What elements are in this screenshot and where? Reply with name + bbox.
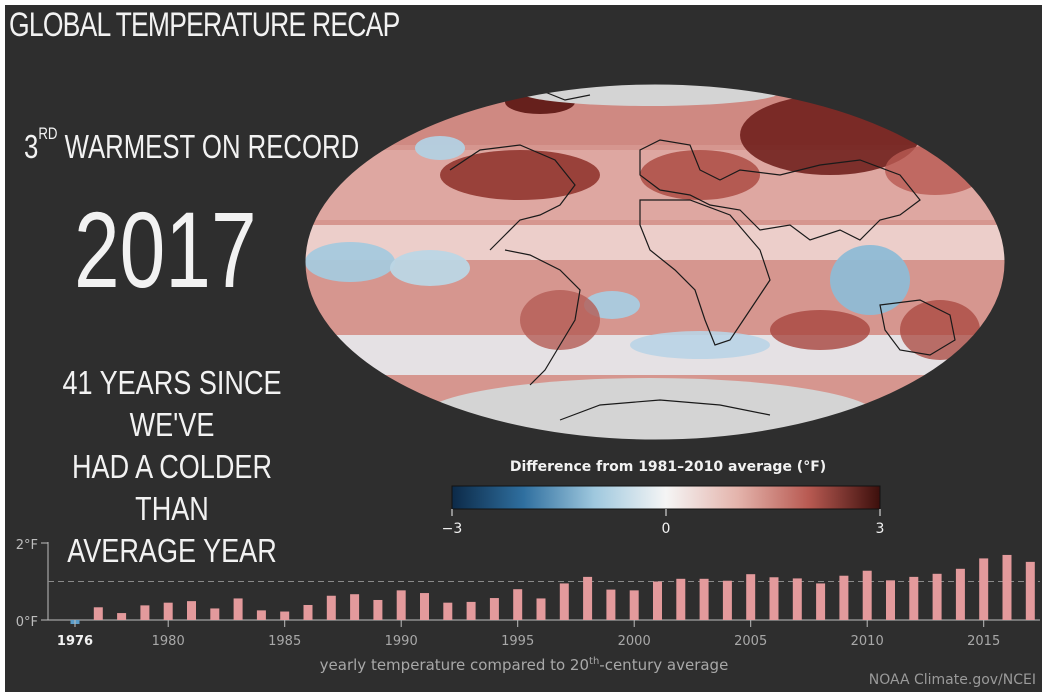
x-tick-label-2010: 2010 — [851, 634, 884, 649]
bar-1983 — [233, 598, 243, 620]
bar-2005 — [746, 574, 756, 620]
x-tick-label-1980: 1980 — [152, 634, 185, 649]
x-tick-label-1976: 1976 — [57, 634, 93, 649]
x-tick-label-1990: 1990 — [385, 634, 418, 649]
legend-tick-zero: 0 — [662, 521, 671, 537]
y-tick-label-bottom: 0°F — [16, 615, 38, 630]
rank-suffix: RD — [38, 124, 58, 143]
bar-1993 — [466, 601, 476, 620]
bar-2014 — [955, 568, 965, 620]
rank-text: WARMEST ON RECORD — [64, 128, 360, 165]
bar-1984 — [256, 610, 266, 620]
x-tick-label-2000: 2000 — [618, 634, 651, 649]
bar-1987 — [326, 595, 336, 620]
bar-1977 — [93, 607, 103, 620]
rank-statement: 3RD WARMEST ON RECORD — [24, 124, 360, 166]
bar-1982 — [210, 608, 220, 620]
bar-2008 — [816, 583, 826, 620]
page-title: GLOBAL TEMPERATURE RECAP — [9, 6, 400, 44]
x-axis-label-main: yearly temperature compared to 20 — [320, 656, 589, 674]
bar-2011 — [886, 580, 895, 620]
x-tick-label-1995: 1995 — [501, 634, 534, 649]
bar-1998 — [583, 576, 593, 620]
bar-2016 — [1002, 554, 1012, 620]
legend-title: Difference from 1981–2010 average (°F) — [510, 459, 826, 475]
bar-2017 — [1025, 561, 1035, 620]
color-legend: Difference from 1981–2010 average (°F) −… — [442, 459, 885, 537]
bar-1989 — [373, 599, 383, 620]
bar-1997 — [559, 583, 569, 620]
bar-1988 — [350, 594, 360, 620]
bar-1999 — [606, 589, 616, 620]
bar-2013 — [932, 573, 942, 620]
x-axis-label: yearly temperature compared to 20th-cent… — [320, 656, 729, 674]
bar-2001 — [653, 581, 662, 620]
x-axis-label-sup: th — [589, 656, 599, 667]
bar-2000 — [629, 590, 639, 620]
bar-2004 — [722, 580, 732, 620]
legend-color-bar — [451, 485, 881, 510]
yearly-anomaly-bar-chart: 2°F 0°F 1976 1980 1985 1990 1995 2000 2005 2010… — [16, 538, 1040, 688]
world-anomaly-map — [304, 83, 1006, 441]
bar-1991 — [420, 593, 429, 620]
legend-tick-min: −3 — [442, 521, 463, 537]
since-line-2: HAD A COLDER THAN — [71, 448, 273, 527]
bar-1979 — [140, 605, 150, 620]
bar-1995 — [513, 589, 523, 620]
bar-2010 — [862, 570, 872, 620]
bar-1981 — [187, 601, 196, 620]
x-axis-label-tail: -century average — [599, 656, 728, 674]
since-line-1: 41 YEARS SINCE WE'VE — [62, 364, 282, 443]
years-since-statement: 41 YEARS SINCE WE'VE HAD A COLDER THAN A… — [49, 362, 295, 572]
bar-1992 — [443, 602, 453, 620]
bar-1990 — [396, 590, 406, 620]
x-tick-label-2015: 2015 — [967, 634, 1000, 649]
bar-2012 — [909, 576, 919, 620]
bar-1996 — [536, 598, 546, 620]
x-tick-label-2005: 2005 — [734, 634, 767, 649]
bar-2009 — [839, 575, 849, 620]
bar-2003 — [699, 578, 709, 620]
credit-label: NOAA Climate.gov/NCEI — [869, 672, 1036, 688]
bar-2007 — [792, 578, 802, 620]
y-tick-label-top: 2°F — [16, 538, 38, 553]
x-tick-label-1985: 1985 — [268, 634, 301, 649]
bar-1980 — [163, 602, 173, 620]
bar-1994 — [489, 598, 499, 620]
since-line-3: AVERAGE YEAR — [67, 532, 277, 569]
bar-1978 — [117, 613, 127, 620]
bar-2015 — [979, 558, 989, 620]
bar-2002 — [676, 578, 686, 620]
continent-outlines — [449, 89, 956, 421]
rank-number: 3 — [24, 128, 39, 165]
bar-1986 — [303, 604, 313, 620]
bar-1985 — [280, 611, 290, 620]
legend-tick-max: 3 — [876, 521, 885, 537]
bar-2006 — [769, 577, 779, 620]
year-label: 2017 — [74, 189, 257, 310]
